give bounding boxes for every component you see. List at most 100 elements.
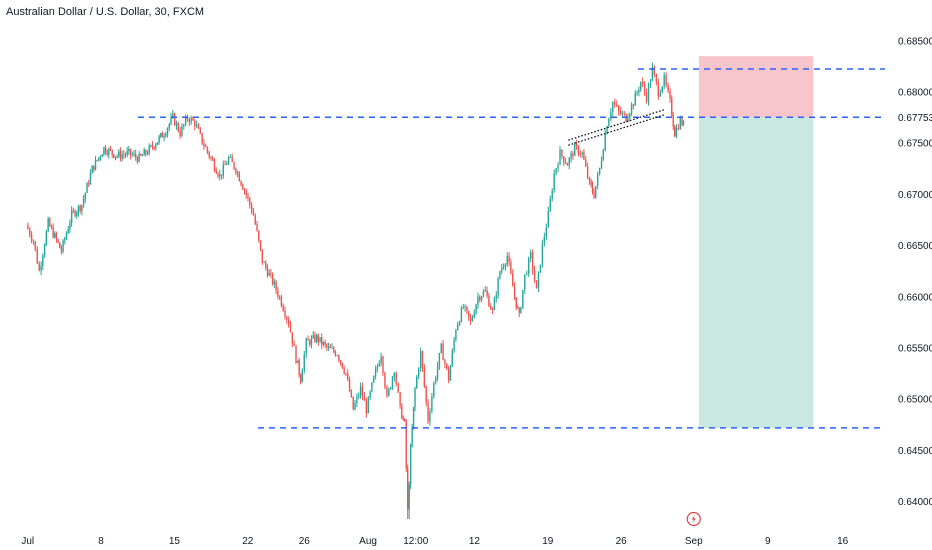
candle-body [447,368,450,381]
candle-body [570,153,572,159]
y-tick-label: 0.66500 [898,241,932,252]
candle-body [226,163,228,165]
candle-body [348,379,351,392]
candle-body [510,262,512,274]
candle-body [464,306,466,308]
candle-body [490,306,492,310]
candle-body [657,82,659,97]
candle-body [242,184,244,190]
candle-body [229,156,232,158]
candle-body [404,418,406,421]
candle-body [568,158,570,166]
x-tick-label: Aug [359,536,377,547]
candle-body [367,397,369,414]
candle-body [247,194,249,198]
candle-body [170,117,172,124]
candle-body [172,113,174,118]
candle-body [195,124,198,127]
candle-body [414,388,416,408]
candle-body [423,367,426,387]
candle-body [324,342,326,345]
candle-body [630,104,633,114]
candle-body [533,270,536,281]
candle-body [588,177,591,181]
candle-body [391,377,394,388]
candle-body [484,290,486,292]
candle-body [277,290,279,297]
candle-body [42,255,44,266]
y-tick-label: 0.68000 [898,88,932,99]
candle-body [118,151,120,157]
candle-body [175,123,178,126]
candle-body [250,204,253,213]
candle-body [336,355,338,357]
candle-body [623,113,625,114]
candle-body [181,126,183,137]
candle-body [69,222,71,230]
candle-body [593,192,595,198]
candle-body [166,128,169,135]
candle-body [101,154,103,157]
candle-body [641,81,644,85]
candle-body [677,127,680,130]
candle-body [177,123,179,132]
candle-body [327,346,330,348]
candle-body [619,111,622,115]
candle-body [160,133,162,137]
candle-body [186,117,189,120]
candle-body [659,92,661,97]
candle-body [215,170,217,174]
candle-body [596,174,599,187]
candle-body [305,338,307,355]
candle-body [606,126,608,135]
candle-body [634,93,636,106]
candle-body [131,154,133,156]
candle-body [549,198,551,212]
candle-body [138,154,140,162]
candle-body [129,148,132,155]
candle-body [517,307,519,309]
candle-body [224,164,226,166]
candle-body [479,296,481,301]
candle-body [358,395,360,397]
x-tick-label: Sep [685,536,703,547]
candle-body [614,102,616,105]
candle-body [365,400,368,414]
candle-body [541,243,544,265]
candle-body [249,197,251,205]
candle-body [199,128,201,133]
candle-body [116,156,118,157]
candle-body [121,154,123,159]
candle-body [240,181,242,185]
candle-body [545,227,548,237]
candle-body [222,164,224,176]
candle-body [206,147,209,152]
candle-body [188,119,190,123]
candle-body [212,157,214,161]
candle-body [256,224,258,231]
candle-body [506,256,508,265]
candle-body [192,117,194,121]
candle-body [34,241,37,250]
candle-body [265,262,267,268]
candle-body [76,212,78,216]
candle-body [512,273,514,287]
candle-body [315,335,318,342]
candle-body [395,373,397,384]
x-tick-label: 8 [98,536,104,547]
candle-body [647,85,650,102]
candle-body [451,350,453,367]
candle-body [501,268,503,272]
candle-body [334,351,337,356]
candle-body [551,190,553,199]
y-tick-label: 0.67500 [898,139,932,150]
candle-body [338,355,340,361]
candle-body [59,242,61,248]
candle-body [74,210,76,216]
candle-body [143,149,145,156]
candle-body [460,307,463,322]
candle-body [50,226,53,228]
candle-body [231,156,233,163]
candle-body [43,245,46,256]
